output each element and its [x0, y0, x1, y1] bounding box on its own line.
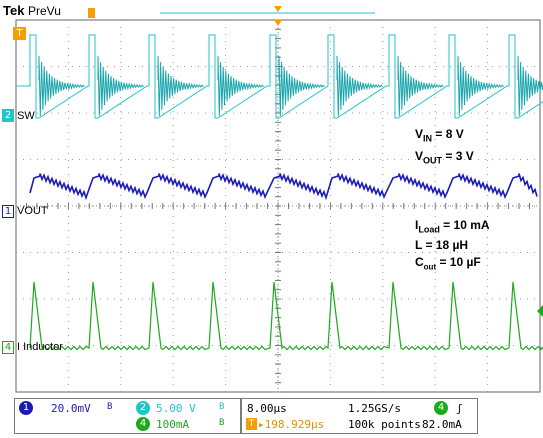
ch2-marker[interactable]: 2: [2, 109, 14, 122]
ch4-trigger-level-arrow: [537, 305, 543, 317]
ch2-scale: 5.00 V: [156, 402, 196, 415]
ch4-inductor-current-trace: [29, 281, 543, 351]
trigger-slope-icon: ʃ: [456, 402, 463, 415]
trigger-position-marker: [274, 6, 282, 12]
acquisition-mode: PreVu: [28, 4, 61, 18]
ch1-vout-trace: [29, 172, 538, 201]
ch4-scale: 100mA: [156, 418, 190, 431]
ch1-marker[interactable]: 1: [2, 205, 14, 218]
ch4-bw-limit-icon: B: [219, 418, 225, 428]
iload-annotation: ILoad = 10 mA: [415, 218, 490, 235]
trigger-position-icon: T: [246, 418, 257, 430]
trigger-level: 82.0mA: [422, 418, 462, 431]
channel-scale-panel[interactable]: 1 20.0mV B 2 5.00 V B 4 100mA B: [14, 398, 241, 434]
vout-annotation: VOUT = 3 V: [415, 149, 474, 166]
ch1-scale-icon: 1: [19, 401, 33, 415]
ch1-bw-limit-icon: B: [107, 402, 113, 412]
ch2-scale-icon: 2: [136, 401, 150, 415]
ch4-label: I Inductor: [17, 341, 63, 353]
timebase: 8.00µs: [247, 402, 287, 415]
brand-logo: Tek: [3, 3, 25, 18]
ch1-label: VOUT: [17, 205, 48, 217]
vin-annotation: VIN = 8 V: [415, 127, 464, 144]
cout-annotation: Cout = 10 µF: [415, 255, 481, 272]
scope-display: [15, 6, 543, 393]
inductance-annotation: L = 18 µH: [415, 238, 469, 252]
trigger-marker[interactable]: T: [13, 27, 26, 40]
acquisition-panel[interactable]: 8.00µs 1.25GS/s T ▸198.929µs 100k points…: [241, 398, 478, 434]
record-length: 100k points: [348, 418, 421, 431]
ch1-scale: 20.0mV: [51, 402, 91, 415]
trigger-source-icon: 4: [434, 401, 448, 415]
trigger-position: ▸198.929µs: [258, 418, 325, 431]
trigger-time-marker: [274, 20, 282, 26]
ch4-marker[interactable]: 4: [2, 341, 14, 354]
ch4-scale-icon: 4: [136, 417, 150, 431]
ch2-sw-ringing: [38, 55, 543, 117]
header-indicator: [88, 8, 95, 18]
sample-rate: 1.25GS/s: [348, 402, 401, 415]
ch2-sw-trace: [16, 34, 543, 119]
ch2-bw-limit-icon: B: [219, 402, 225, 412]
ch2-label: SW: [17, 110, 35, 122]
